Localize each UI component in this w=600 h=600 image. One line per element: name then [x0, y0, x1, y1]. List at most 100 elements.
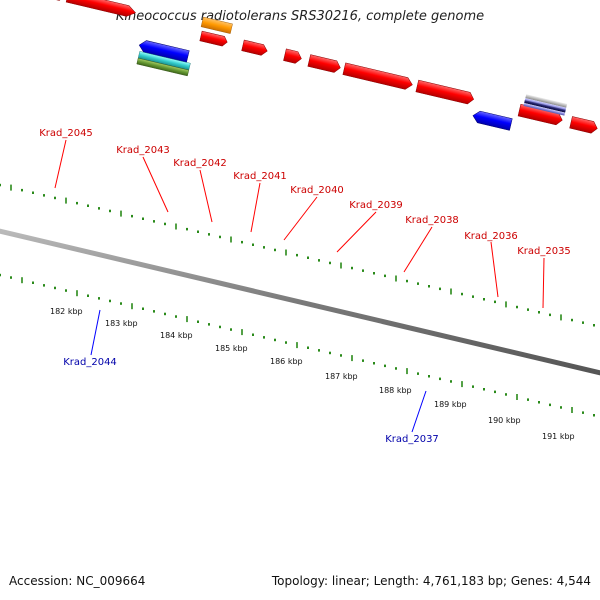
- gene-krad-2039-fwd[interactable]: [415, 79, 475, 105]
- inner-track-minor-tick: [197, 320, 199, 323]
- outer-track-minor-tick: [197, 230, 199, 233]
- inner-track-minor-tick: [593, 414, 595, 417]
- outer-track-minor-tick: [527, 308, 529, 311]
- gene-label-krad-2039[interactable]: Krad_2039: [349, 200, 403, 211]
- leader-krad-2043: [142, 156, 169, 213]
- scale-label-188: 188 kbp: [379, 386, 412, 395]
- inner-tick-track: [0, 273, 595, 417]
- outer-track-minor-tick: [274, 248, 276, 252]
- gene-label-krad-2041[interactable]: Krad_2041: [233, 171, 287, 182]
- outer-track-minor-tick: [384, 274, 386, 278]
- feature-navy[interactable]: [524, 100, 566, 113]
- outer-track-major-tick: [120, 210, 122, 217]
- inner-track-minor-tick: [285, 341, 287, 344]
- outer-track-minor-tick: [538, 311, 540, 314]
- inner-track-major-tick: [76, 290, 78, 297]
- outer-track-minor-tick: [109, 209, 111, 213]
- inner-track-minor-tick: [208, 323, 210, 326]
- gene-label-krad-2045[interactable]: Krad_2045: [39, 128, 93, 139]
- inner-track-minor-tick: [230, 328, 232, 331]
- gene-krad-2037-rev[interactable]: [472, 110, 513, 131]
- gene-label-krad-2042[interactable]: Krad_2042: [173, 158, 227, 169]
- outer-track-minor-tick: [582, 321, 584, 324]
- inner-track-minor-tick: [450, 380, 452, 383]
- inner-track-minor-tick: [10, 276, 12, 279]
- feature-olive[interactable]: [136, 57, 190, 77]
- scale-label-191: 191 kbp: [542, 432, 575, 441]
- inner-track-major-tick: [186, 316, 188, 323]
- gene-krad-2040-fwd-a[interactable]: [307, 54, 342, 74]
- outer-track-major-tick: [505, 301, 507, 308]
- outer-track-minor-tick: [516, 305, 518, 309]
- leader-krad-2040: [283, 196, 318, 241]
- outer-track-minor-tick: [439, 287, 441, 291]
- inner-track-minor-tick: [582, 411, 584, 414]
- gene-krad-2046-fwd[interactable]: [42, 0, 66, 1]
- gene-krad-2042-fwd[interactable]: [241, 39, 269, 56]
- inner-track-minor-tick: [340, 354, 342, 357]
- gene-label-krad-2037[interactable]: Krad_2037: [385, 434, 439, 445]
- inner-track-minor-tick: [219, 325, 221, 329]
- gene-krad-2045-fwd[interactable]: [65, 0, 137, 18]
- inner-track-minor-tick: [538, 401, 540, 404]
- inner-track-minor-tick: [175, 315, 177, 318]
- gene-label-krad-2036[interactable]: Krad_2036: [464, 231, 518, 242]
- outer-track-minor-tick: [461, 292, 463, 296]
- inner-track-minor-tick: [439, 377, 441, 381]
- gene-krad-2040-fwd-b[interactable]: [342, 62, 414, 91]
- inner-track-minor-tick: [65, 289, 67, 292]
- outer-track-minor-tick: [406, 279, 408, 283]
- outer-track-minor-tick: [362, 269, 364, 272]
- gene-label-krad-2040[interactable]: Krad_2040: [290, 185, 344, 196]
- leader-krad-2041: [250, 182, 261, 233]
- scale-label-190: 190 kbp: [488, 416, 521, 425]
- outer-track-minor-tick: [0, 183, 1, 187]
- gene-label-krad-2043[interactable]: Krad_2043: [116, 145, 170, 156]
- gene-krad-2041-fwd[interactable]: [283, 48, 302, 65]
- feature-lavender-b[interactable]: [523, 103, 566, 116]
- outer-track-minor-tick: [329, 261, 331, 265]
- gene-label-krad-2035[interactable]: Krad_2035: [517, 246, 571, 257]
- outer-track-minor-tick: [43, 194, 45, 197]
- outer-track-minor-tick: [54, 196, 56, 200]
- feature-gray-top[interactable]: [525, 94, 568, 108]
- inner-track-minor-tick: [505, 393, 507, 396]
- outer-track-minor-tick: [571, 318, 573, 322]
- leader-krad-2036: [490, 241, 499, 298]
- gene-label-krad-2038[interactable]: Krad_2038: [405, 215, 459, 226]
- outer-track-minor-tick: [307, 256, 309, 259]
- outer-track-minor-tick: [142, 217, 144, 220]
- inner-track-minor-tick: [120, 302, 122, 305]
- inner-track-minor-tick: [549, 403, 551, 407]
- gene-krad-2044-rev[interactable]: [138, 39, 190, 63]
- gene-krad-2043-fwd[interactable]: [199, 30, 229, 47]
- inner-track-minor-tick: [318, 349, 320, 352]
- inner-track-minor-tick: [109, 299, 111, 303]
- feature-orange-a[interactable]: [200, 16, 233, 34]
- inner-track-major-tick: [241, 329, 243, 336]
- outer-track-minor-tick: [98, 207, 100, 210]
- outer-track-minor-tick: [208, 233, 210, 236]
- gene-krad-2035-fwd-a[interactable]: [569, 116, 599, 134]
- outer-track-minor-tick: [87, 204, 89, 207]
- outer-track-minor-tick: [219, 235, 221, 239]
- inner-track-minor-tick: [494, 390, 496, 394]
- inner-track-minor-tick: [329, 351, 331, 355]
- outer-track-major-tick: [450, 288, 452, 295]
- outer-track-minor-tick: [76, 201, 78, 205]
- outer-track-minor-tick: [351, 266, 353, 270]
- inner-track-minor-tick: [87, 294, 89, 297]
- scale-label-187: 187 kbp: [325, 372, 358, 381]
- outer-track-minor-tick: [318, 259, 320, 262]
- gene-label-krad-2044[interactable]: Krad_2044: [63, 357, 117, 368]
- outer-track-major-tick: [395, 275, 397, 282]
- outer-track-minor-tick: [417, 282, 419, 285]
- outer-track-major-tick: [560, 314, 562, 321]
- inner-track-minor-tick: [0, 273, 1, 277]
- scale-label-184: 184 kbp: [160, 331, 193, 340]
- reverse-leader-lines: [90, 309, 427, 433]
- outer-track-minor-tick: [252, 243, 254, 246]
- inner-track-minor-tick: [527, 398, 529, 401]
- leader-krad-2039: [336, 211, 377, 253]
